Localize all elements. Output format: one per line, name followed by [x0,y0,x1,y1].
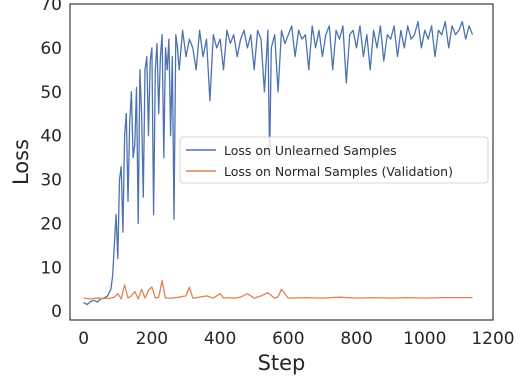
y-tick-label: 10 [40,258,62,278]
series-line-validation [83,279,473,300]
y-tick-label: 60 [40,39,62,59]
x-tick-label: 0 [78,329,89,349]
y-tick-label: 20 [40,214,62,234]
y-tick-label: 40 [40,127,62,147]
legend: Loss on Unlearned Samples Loss on Normal… [179,136,489,184]
y-tick-label: 70 [40,0,62,15]
plot-frame [69,3,494,321]
y-tick-label: 0 [51,302,62,322]
x-tick-label: 1000 [403,329,446,349]
x-tick-label: 400 [204,329,236,349]
ticks-layer: 0 200 400 600 800 1000 1200 0 10 20 30 40 50 60 70 [40,0,514,349]
x-tick-label: 1200 [471,329,514,349]
x-tick-label: 800 [340,329,372,349]
y-tick-label: 50 [40,83,62,103]
legend-label-unlearned: Loss on Unlearned Samples [224,143,397,158]
lines-layer [83,20,474,306]
series-line-unlearned [83,20,474,306]
legend-label-validation: Loss on Normal Samples (Validation) [224,164,453,179]
y-tick-label: 30 [40,171,62,191]
x-tick-label: 600 [272,329,304,349]
legend-box [179,136,489,184]
x-tick-label: 200 [136,329,168,349]
x-axis-title: Step [258,351,306,375]
y-axis-title: Loss [9,139,33,185]
